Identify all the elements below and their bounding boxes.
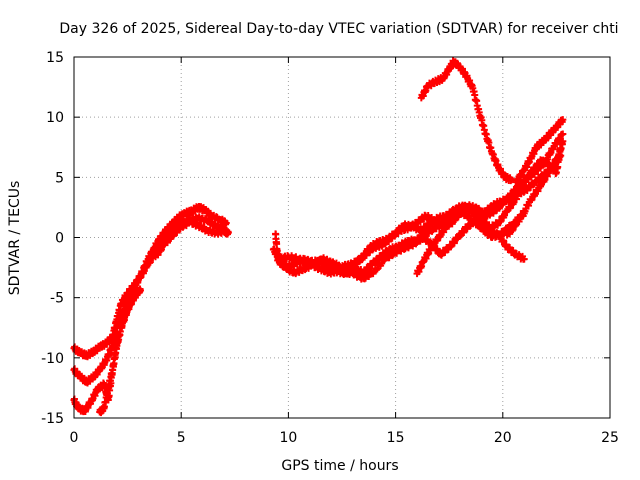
y-tick-label: 10 xyxy=(46,110,64,126)
data-point-marker xyxy=(500,229,508,237)
y-tick-labels: -15 -10 -5 0 5 10 15 xyxy=(41,50,64,427)
chart-title: Day 326 of 2025, Sidereal Day-to-day VTE… xyxy=(59,21,618,37)
data-points xyxy=(70,57,567,417)
y-tick-label: 0 xyxy=(55,231,64,247)
x-tick-label: 25 xyxy=(601,430,619,446)
data-point-marker xyxy=(559,137,567,145)
x-tick-label: 20 xyxy=(494,430,512,446)
data-point-marker xyxy=(559,130,567,138)
y-tick-label: -10 xyxy=(41,351,64,367)
data-point-marker xyxy=(474,219,482,227)
y-tick-label: 5 xyxy=(55,170,64,186)
data-point-marker xyxy=(224,229,232,237)
y-tick-label: -5 xyxy=(50,291,64,307)
x-tick-label: 0 xyxy=(70,430,79,446)
x-tick-label: 10 xyxy=(279,430,297,446)
data-point-marker xyxy=(134,288,142,296)
y-tick-label: 15 xyxy=(46,50,64,66)
y-tick-label: -15 xyxy=(41,411,64,427)
x-tick-label: 5 xyxy=(177,430,186,446)
x-axis-label: GPS time / hours xyxy=(281,458,398,474)
data-point-marker xyxy=(520,255,528,263)
data-point-marker xyxy=(559,116,567,124)
axis-ticks xyxy=(73,56,611,419)
data-point-marker xyxy=(440,219,448,227)
y-axis-label: SDTVAR / TECUs xyxy=(7,181,23,296)
data-point-marker xyxy=(520,209,528,217)
x-tick-label: 15 xyxy=(387,430,405,446)
x-tick-labels: 0 5 10 15 20 25 xyxy=(70,430,619,446)
data-point-marker xyxy=(222,219,230,227)
